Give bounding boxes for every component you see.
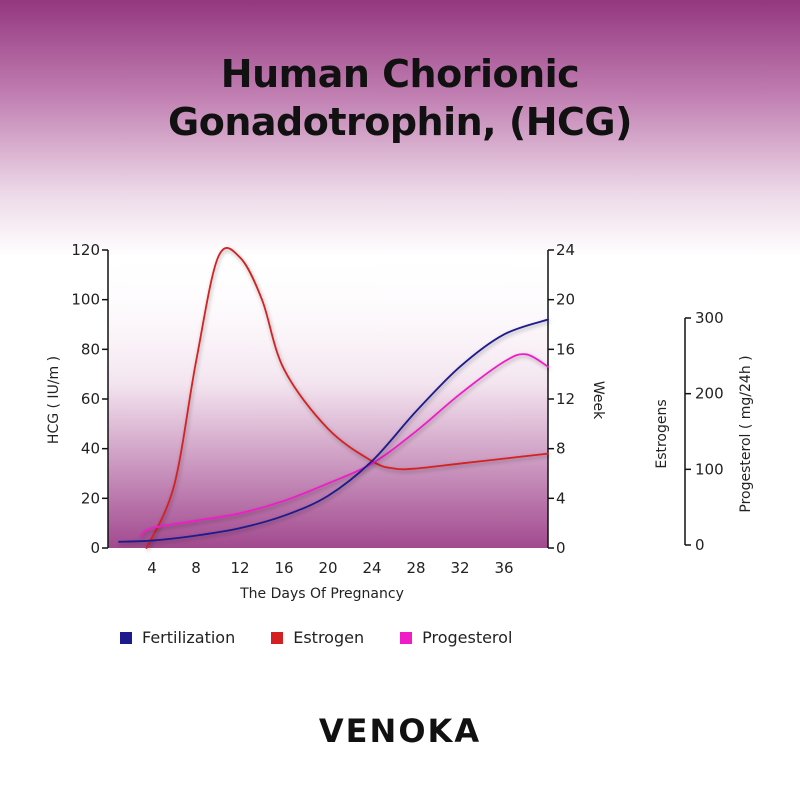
series-line-estrogen (145, 247, 549, 549)
right-axis-tick-label: 20 (556, 291, 575, 309)
left-axis-tick-label: 20 (81, 489, 100, 507)
fertilization-swatch (120, 631, 132, 644)
right-axis-tick-label: 16 (556, 340, 575, 358)
far-right-axis-tick-label: 0 (695, 536, 705, 554)
plot-area (108, 250, 548, 548)
left-axis-tick-label: 100 (71, 291, 100, 309)
progesterol-axis-label: Progesterol ( mg/24h ) (738, 355, 754, 512)
series-line-fertilization (118, 318, 549, 543)
far-right-axis-tick-label: 100 (695, 460, 724, 478)
legend-label-estrogen: Estrogen (293, 628, 365, 647)
title-line-2: Gonadotrophin, (HCG) (168, 100, 632, 144)
far-right-axis-tick-label: 300 (695, 309, 724, 327)
x-axis-tick-label: 12 (230, 559, 249, 577)
x-axis-tick-label: 28 (406, 559, 425, 577)
right-axis-tick-label: 8 (556, 440, 566, 458)
legend-item-fertilization: Fertilization (120, 628, 235, 647)
x-axis-tick-label: 32 (450, 559, 469, 577)
x-axis-tick-label: 36 (494, 559, 513, 577)
legend-item-estrogen: Estrogen (271, 628, 364, 647)
page-title: Human Chorionic Gonadotrophin, (HCG) (0, 50, 800, 146)
right-axis-label: Week (590, 381, 606, 420)
right-axis-tick-label: 0 (556, 539, 566, 557)
left-axis-tick-label: 0 (90, 539, 100, 557)
x-axis-tick-label: 24 (362, 559, 381, 577)
legend-label-progesterol: Progesterol (422, 628, 513, 647)
series-line-progesterol (140, 353, 549, 537)
right-axis-tick-label: 12 (556, 390, 575, 408)
left-axis-tick-label: 80 (81, 340, 100, 358)
left-axis-tick-label: 40 (81, 440, 100, 458)
progesterol-swatch (400, 631, 413, 644)
left-axis-tick-label: 120 (71, 241, 100, 259)
legend-label-fertilization: Fertilization (142, 628, 236, 647)
x-axis-label: The Days Of Pregnancy (239, 586, 404, 602)
brand-logo: VENOKA (318, 712, 482, 750)
far-right-axis-tick-label: 200 (695, 385, 724, 403)
x-axis-tick-label: 8 (191, 559, 201, 577)
left-axis-tick-label: 60 (81, 390, 100, 408)
estrogen-swatch (271, 631, 284, 644)
estrogens-axis-label: Estrogens (654, 399, 670, 468)
x-axis-tick-label: 20 (318, 559, 337, 577)
right-axis-tick-label: 4 (556, 489, 566, 507)
right-axis-tick-label: 24 (556, 241, 575, 259)
hcg-chart: 0 20 40 60 80 100 120 0 4 8 12 16 20 24 0 100 200 300 4 8 12… (46, 241, 754, 602)
legend-item-progesterol: Progesterol (400, 628, 512, 647)
x-axis-tick-label: 4 (147, 559, 157, 577)
x-axis-tick-label: 16 (274, 559, 293, 577)
legend: Fertilization Estrogen Progesterol (120, 628, 512, 647)
left-axis-label: HCG ( IU/m ) (46, 356, 62, 444)
title-line-1: Human Chorionic (220, 52, 580, 96)
